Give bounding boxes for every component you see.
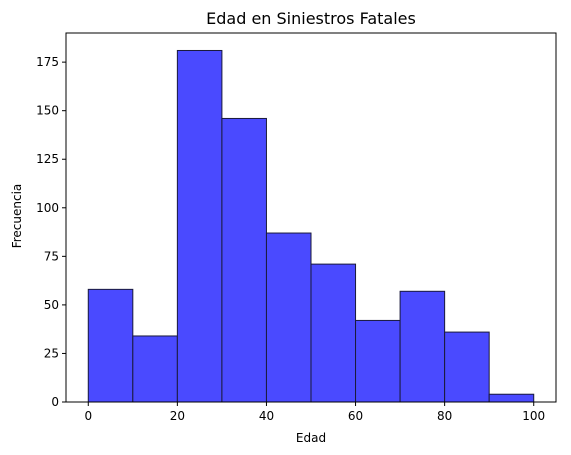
y-tick-label-4: 100 [36,201,59,215]
y-tick-label-0: 0 [51,395,59,409]
x-tick-label-2: 40 [259,409,274,423]
histogram-bar-7 [399,290,446,403]
histogram-bar-5 [310,263,357,403]
y-tick-label-1: 25 [44,346,59,360]
histogram-bar-6 [355,319,401,403]
histogram-bar-8 [444,331,490,403]
x-tick-label-1: 20 [170,409,185,423]
histogram-bar-4 [265,232,312,403]
y-tick-label-5: 125 [36,152,59,166]
x-tick-label-4: 80 [437,409,452,423]
histogram-bar-3 [221,117,267,403]
y-tick-label-7: 175 [36,55,59,69]
histogram-bar-9 [488,393,535,403]
histogram-bar-1 [132,335,178,403]
y-axis-label: Frecuencia [10,184,24,249]
x-tick-label-5: 100 [522,409,545,423]
plot-area: 0 20 40 60 80 100 0 25 50 75 100 125 150 175 [36,32,557,423]
y-tick-label-2: 50 [44,298,59,312]
y-tick-label-6: 150 [36,104,59,118]
chart-title: Edad en Siniestros Fatales [206,9,416,28]
histogram-bar-0 [87,288,134,403]
histogram-bar-2 [176,49,223,403]
x-tick-label-3: 60 [348,409,363,423]
x-tick-label-0: 0 [84,409,92,423]
x-axis-label: Edad [296,431,326,445]
plot-frame [65,32,557,403]
y-tick-label-3: 75 [44,249,59,263]
